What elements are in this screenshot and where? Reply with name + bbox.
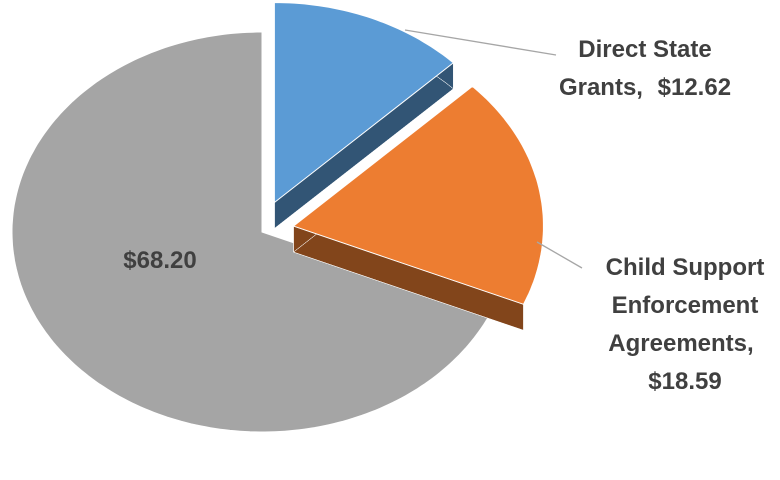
- data-label: Direct State Grants $12.62: [540, 31, 750, 107]
- leader-line: [536, 241, 583, 269]
- data-label: Child Support Enforcement Agreements $18…: [590, 249, 780, 401]
- pie-slice: [273, 1, 455, 204]
- value-label: $12.62: [657, 74, 732, 101]
- value-label: $18.59: [648, 368, 722, 395]
- pie-slice: [11, 31, 493, 433]
- pie-slice: [292, 85, 544, 305]
- leader-line: [404, 29, 557, 56]
- category-label: Child Support Enforcement Agreements: [606, 254, 765, 357]
- value-label: $68.20: [123, 247, 197, 274]
- data-label: $68.20: [95, 242, 225, 280]
